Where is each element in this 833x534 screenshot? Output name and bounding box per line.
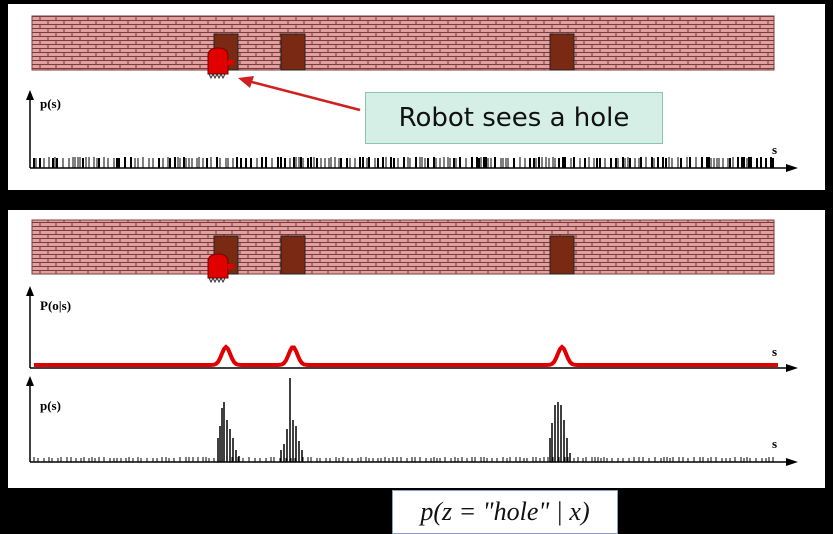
likelihood-curve	[34, 344, 778, 367]
posterior-belief-marks	[33, 378, 774, 462]
y-axis-label: p(s)	[40, 96, 61, 111]
arrow-icon	[238, 76, 361, 112]
x-axis-label: s	[772, 436, 777, 451]
uniform-belief-marks	[33, 157, 774, 168]
prior-svg: p(s) s	[26, 15, 798, 172]
y-axis-label: P(o|s)	[40, 298, 71, 313]
robot-icon	[207, 47, 234, 80]
y-axis-label: p(s)	[40, 398, 61, 413]
prior-panel: p(s) s Robot sees a hole	[8, 4, 825, 190]
x-axis-label: s	[772, 142, 777, 157]
door-icon	[280, 33, 306, 71]
door-icon	[280, 235, 306, 275]
door-icon	[549, 33, 575, 71]
update-panel: P(o|s) s p(s) s p(z = "hole" | x)	[8, 210, 825, 534]
x-axis-label: s	[772, 344, 777, 359]
likelihood-formula: p(z = "hole" | x)	[392, 490, 618, 534]
brick-wall	[31, 219, 775, 275]
robot-icon	[207, 253, 234, 284]
update-svg: P(o|s) s p(s) s	[26, 219, 798, 466]
door-icon	[549, 235, 575, 275]
robot-sees-hole-callout: Robot sees a hole	[365, 92, 663, 144]
brick-wall	[31, 15, 775, 71]
